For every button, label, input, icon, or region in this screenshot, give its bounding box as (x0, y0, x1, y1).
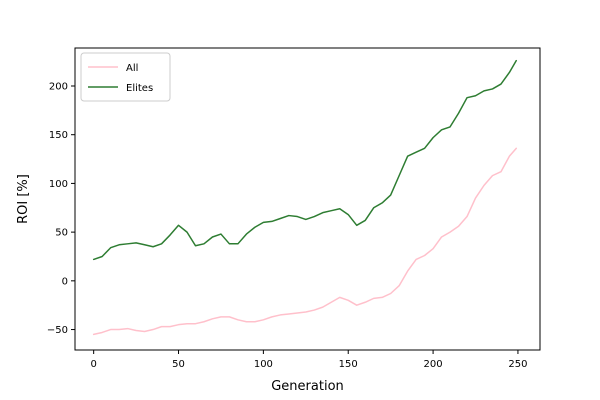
plot-area (92, 59, 517, 336)
legend-label-elites: Elites (126, 83, 153, 94)
y-tick-label: 200 (49, 81, 68, 92)
series-line-all (92, 147, 517, 336)
x-axis-label: Generation (271, 379, 344, 394)
x-tick-label: 100 (254, 359, 273, 370)
x-tick-label: 200 (424, 359, 443, 370)
axis-ticks: 0 50 100 150 200 250 −50 0 50 100 150 200 (47, 81, 528, 370)
y-tick-label: 100 (49, 179, 68, 190)
legend-box (80, 52, 171, 102)
x-tick-label: 0 (90, 359, 96, 370)
legend-label-all: All (126, 63, 138, 74)
x-tick-label: 150 (339, 359, 358, 370)
axes-frame (74, 47, 541, 351)
series-line-elites (92, 59, 517, 261)
x-tick-label: 250 (508, 359, 527, 370)
y-tick-label: 50 (55, 228, 68, 239)
y-tick-label: 150 (49, 130, 68, 141)
legend: All Elites (80, 52, 171, 102)
y-tick-label: 0 (62, 276, 68, 287)
x-tick-label: 50 (172, 359, 185, 370)
y-axis-label: ROI [%] (16, 174, 31, 224)
y-tick-label: −50 (47, 325, 68, 336)
